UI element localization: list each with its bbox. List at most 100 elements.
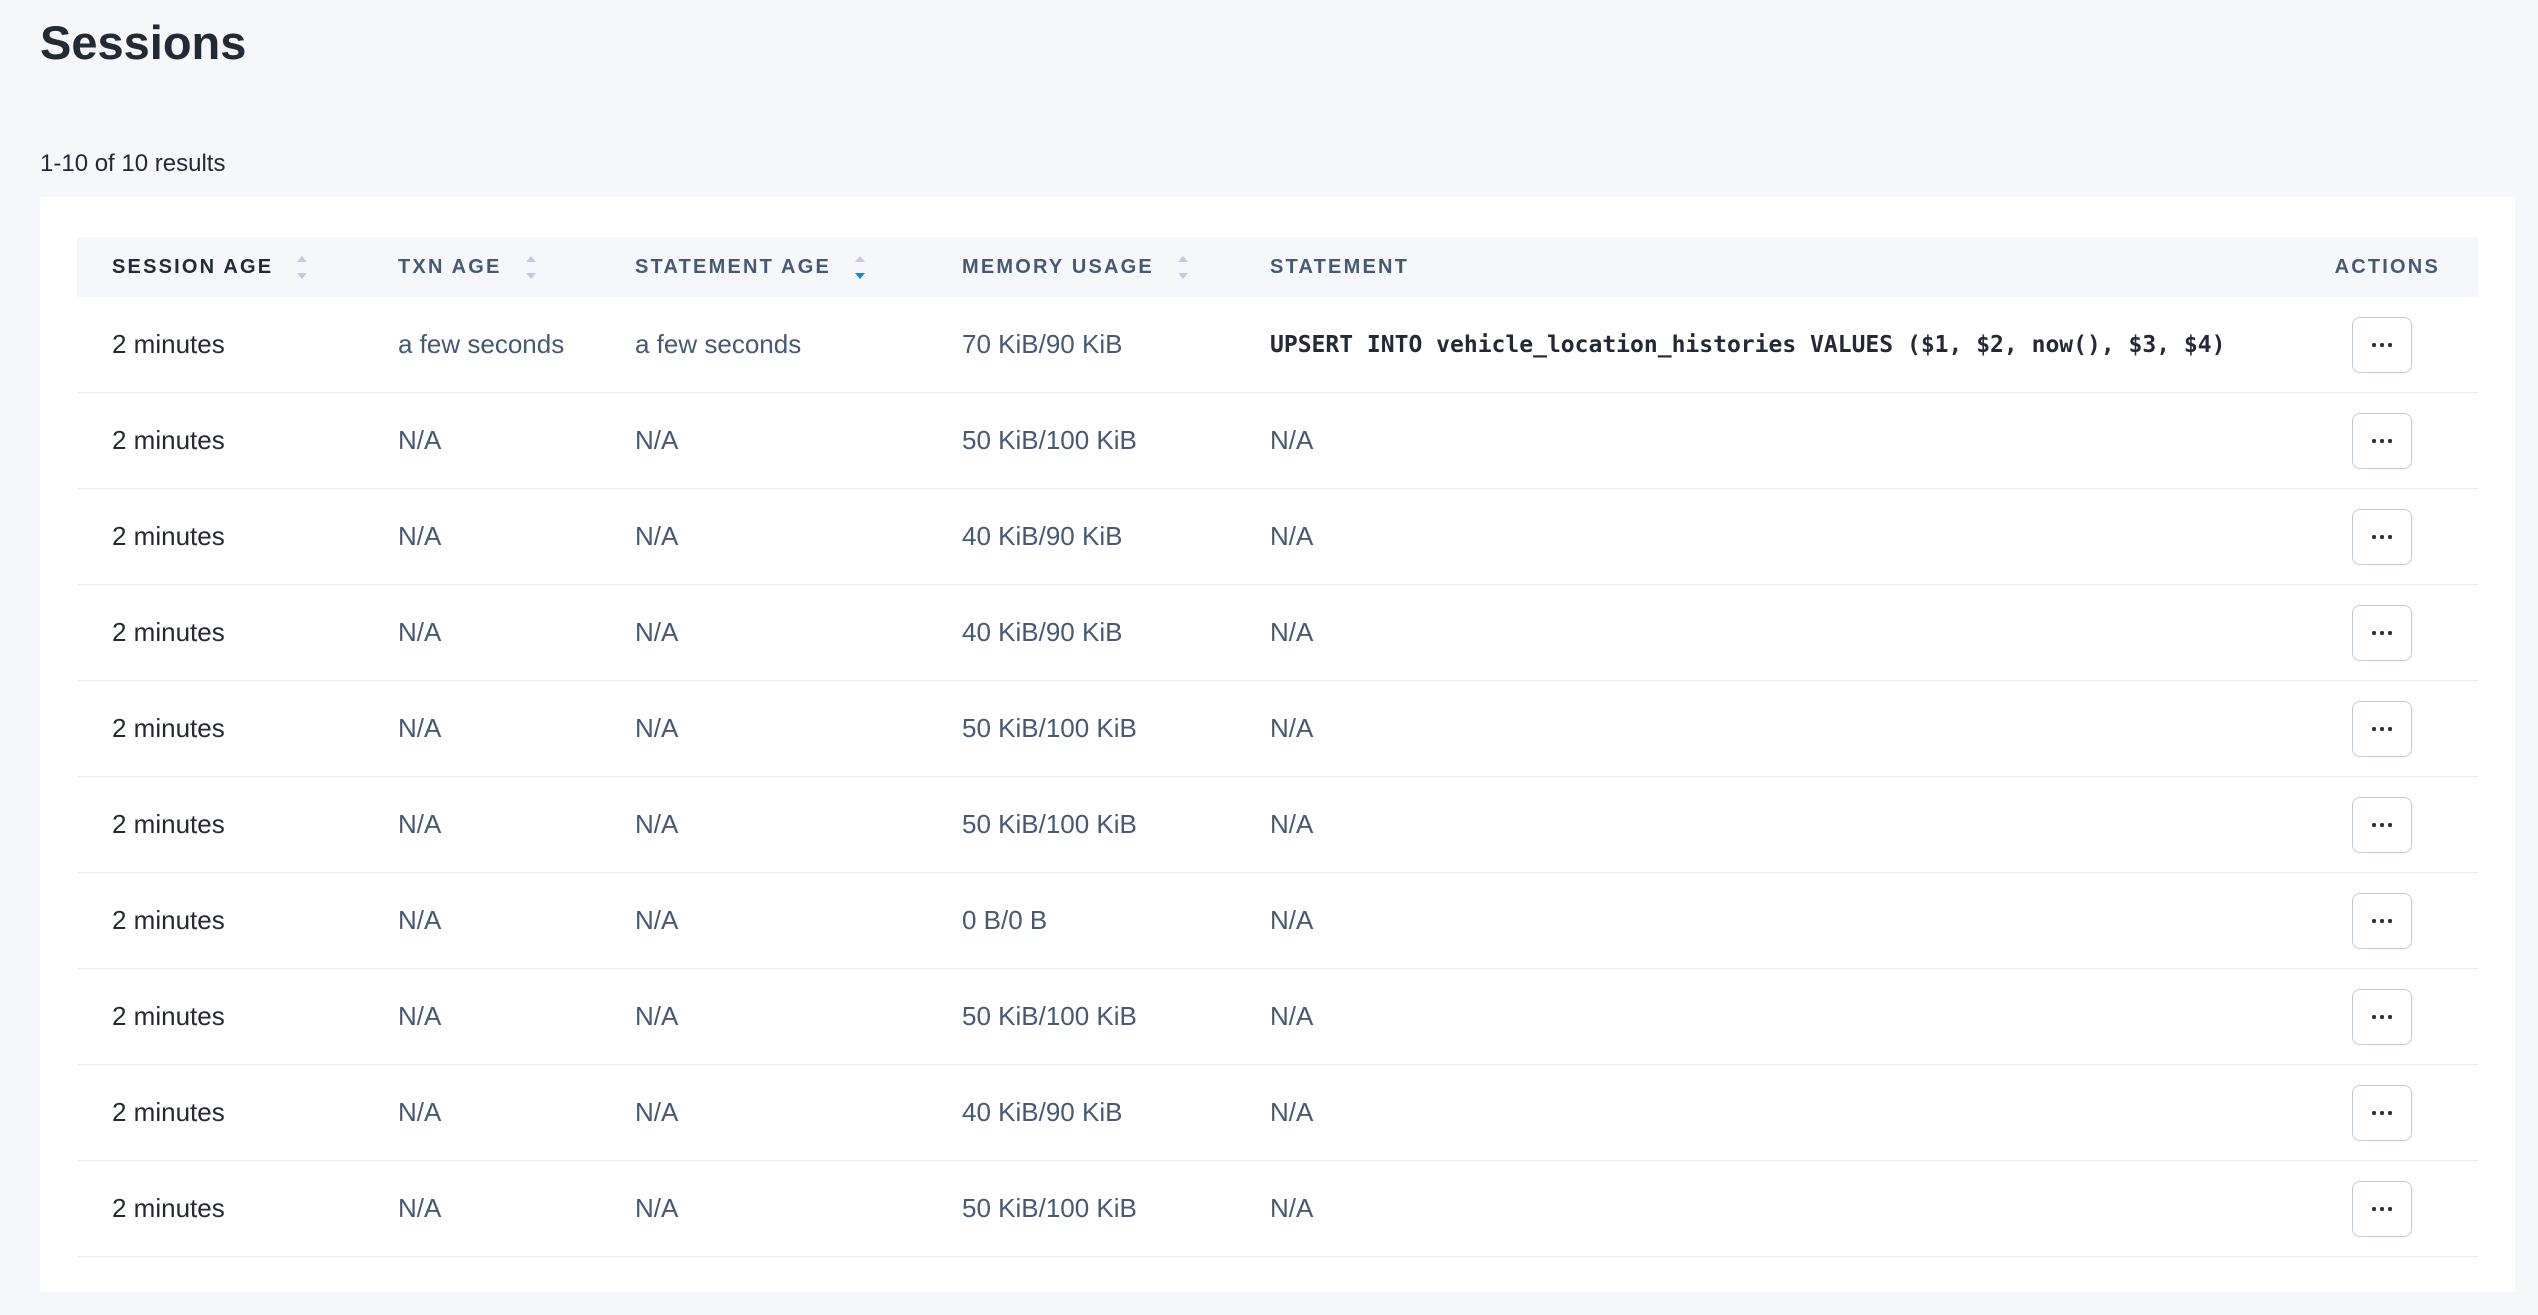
session-age-cell: 2 minutes — [77, 1193, 398, 1224]
ellipsis-icon — [2372, 438, 2392, 443]
statement-cell: N/A — [1270, 1097, 2331, 1128]
statement-age-value: N/A — [635, 1097, 679, 1127]
memory-usage-cell: 50 KiB/100 KiB — [962, 809, 1270, 840]
ellipsis-icon — [2372, 630, 2392, 635]
sessions-table: SESSION AGE TXN AGE STATEMENT AGE MEMORY… — [77, 237, 2478, 1257]
actions-cell — [2331, 700, 2478, 757]
session-age-value: 2 minutes — [112, 1193, 225, 1223]
txn-age-cell: N/A — [398, 1193, 635, 1224]
ellipsis-icon — [2372, 1206, 2392, 1211]
sort-asc-icon — [1177, 255, 1188, 262]
statement-age-value: N/A — [635, 521, 679, 551]
statement-age-cell: a few seconds — [635, 329, 962, 360]
session-actions-button[interactable] — [2352, 796, 2412, 853]
actions-cell — [2331, 412, 2478, 469]
memory-usage-value: 40 KiB/90 KiB — [962, 617, 1123, 647]
memory-usage-cell: 70 KiB/90 KiB — [962, 329, 1270, 360]
memory-usage-value: 50 KiB/100 KiB — [962, 713, 1137, 743]
sort-asc-icon — [525, 255, 536, 262]
session-row: 2 minutes N/A N/A 40 KiB/90 KiB N/A — [77, 585, 2478, 681]
column-header-label: TXN AGE — [398, 255, 502, 278]
statement-value: N/A — [1270, 1001, 1314, 1031]
memory-usage-value: 40 KiB/90 KiB — [962, 1097, 1123, 1127]
statement-age-value: N/A — [635, 1193, 679, 1223]
statement-age-cell: N/A — [635, 1097, 962, 1128]
memory-usage-value: 50 KiB/100 KiB — [962, 1001, 1137, 1031]
txn-age-cell: N/A — [398, 617, 635, 648]
statement-age-cell: N/A — [635, 905, 962, 936]
session-row: 2 minutes N/A N/A 40 KiB/90 KiB N/A — [77, 489, 2478, 585]
txn-age-cell: N/A — [398, 1097, 635, 1128]
statement-age-cell: N/A — [635, 425, 962, 456]
session-actions-button[interactable] — [2352, 508, 2412, 565]
statement-cell: N/A — [1270, 1193, 2331, 1224]
session-age-value: 2 minutes — [112, 809, 225, 839]
actions-cell — [2331, 508, 2478, 565]
session-age-value: 2 minutes — [112, 329, 225, 359]
column-header-memory-usage[interactable]: MEMORY USAGE — [962, 237, 1270, 297]
memory-usage-value: 70 KiB/90 KiB — [962, 329, 1123, 359]
statement-value: N/A — [1270, 1193, 1314, 1223]
actions-cell — [2331, 988, 2478, 1045]
statement-value: N/A — [1270, 425, 1314, 455]
txn-age-cell: N/A — [398, 1001, 635, 1032]
actions-cell — [2331, 796, 2478, 853]
sort-desc-icon — [1177, 272, 1188, 279]
statement-cell: N/A — [1270, 617, 2331, 648]
session-age-value: 2 minutes — [112, 425, 225, 455]
session-actions-button[interactable] — [2352, 892, 2412, 949]
session-actions-button[interactable] — [2352, 700, 2412, 757]
session-age-value: 2 minutes — [112, 713, 225, 743]
memory-usage-value: 0 B/0 B — [962, 905, 1048, 935]
session-age-cell: 2 minutes — [77, 521, 398, 552]
column-header-txn-age[interactable]: TXN AGE — [398, 237, 635, 297]
session-actions-button[interactable] — [2352, 1180, 2412, 1237]
session-row: 2 minutes N/A N/A 40 KiB/90 KiB N/A — [77, 1065, 2478, 1161]
memory-usage-cell: 50 KiB/100 KiB — [962, 713, 1270, 744]
column-header-label: STATEMENT AGE — [635, 255, 832, 278]
txn-age-cell: N/A — [398, 809, 635, 840]
session-age-value: 2 minutes — [112, 617, 225, 647]
column-header-label: MEMORY USAGE — [962, 255, 1154, 278]
session-actions-button[interactable] — [2352, 988, 2412, 1045]
txn-age-value: N/A — [398, 809, 442, 839]
statement-cell: N/A — [1270, 905, 2331, 936]
session-actions-button[interactable] — [2352, 604, 2412, 661]
statement-value: N/A — [1270, 617, 1314, 647]
session-actions-button[interactable] — [2352, 412, 2412, 469]
memory-usage-cell: 50 KiB/100 KiB — [962, 425, 1270, 456]
txn-age-value: N/A — [398, 617, 442, 647]
txn-age-cell: N/A — [398, 521, 635, 552]
session-age-cell: 2 minutes — [77, 809, 398, 840]
column-header-statement-age[interactable]: STATEMENT AGE — [635, 237, 962, 297]
memory-usage-value: 50 KiB/100 KiB — [962, 425, 1137, 455]
txn-age-cell: N/A — [398, 905, 635, 936]
session-age-cell: 2 minutes — [77, 425, 398, 456]
session-age-cell: 2 minutes — [77, 329, 398, 360]
column-header-label: ACTIONS — [2334, 255, 2440, 278]
memory-usage-cell: 50 KiB/100 KiB — [962, 1193, 1270, 1224]
memory-usage-cell: 40 KiB/90 KiB — [962, 521, 1270, 552]
statement-value: N/A — [1270, 1097, 1314, 1127]
statement-cell: N/A — [1270, 713, 2331, 744]
statement-cell: UPSERT INTO vehicle_location_histories V… — [1270, 332, 2331, 358]
column-header-session-age[interactable]: SESSION AGE — [77, 237, 398, 297]
statement-age-value: N/A — [635, 1001, 679, 1031]
txn-age-value: N/A — [398, 1097, 442, 1127]
statement-age-value: N/A — [635, 713, 679, 743]
statement-age-cell: N/A — [635, 1001, 962, 1032]
session-age-value: 2 minutes — [112, 521, 225, 551]
statement-value: UPSERT INTO vehicle_location_histories V… — [1270, 331, 2226, 358]
session-age-value: 2 minutes — [112, 1097, 225, 1127]
memory-usage-value: 50 KiB/100 KiB — [962, 1193, 1137, 1223]
actions-cell — [2331, 1084, 2478, 1141]
session-actions-button[interactable] — [2352, 316, 2412, 373]
actions-cell — [2331, 316, 2478, 373]
session-row: 2 minutes N/A N/A 50 KiB/100 KiB N/A — [77, 777, 2478, 873]
sort-desc-icon — [297, 272, 308, 279]
results-summary: 1-10 of 10 results — [40, 150, 226, 177]
session-actions-button[interactable] — [2352, 1084, 2412, 1141]
memory-usage-cell: 40 KiB/90 KiB — [962, 1097, 1270, 1128]
session-age-cell: 2 minutes — [77, 713, 398, 744]
